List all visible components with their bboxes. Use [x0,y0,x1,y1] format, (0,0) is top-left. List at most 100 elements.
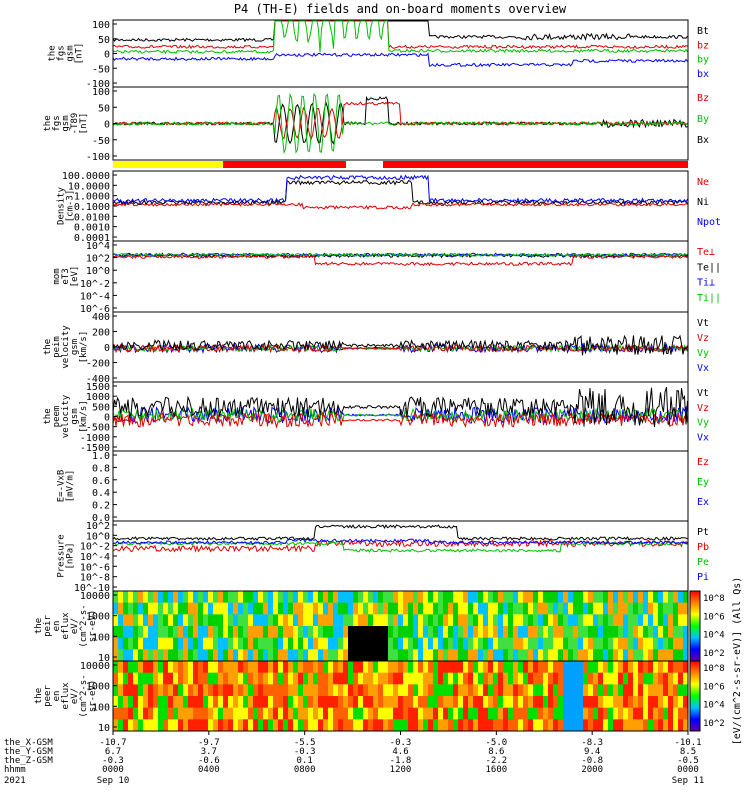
spec-cell [438,637,443,650]
spec-cell [528,672,533,685]
y-label-line: mom [52,268,62,284]
spec-cell [683,661,688,674]
spec-cell [313,614,318,627]
spec-cell [443,637,448,650]
spec-cell [458,637,463,650]
spec-cell [608,672,613,685]
spec-cell [203,684,208,697]
spec-cell [293,696,298,709]
y-tick-label: 500 [92,402,110,413]
spec-cell [603,661,608,674]
spec-cell [318,661,323,674]
colorbar-tick: 10^8 [703,594,725,604]
y-tick-label: 100 [92,632,110,643]
spec-cell [428,672,433,685]
spec-cell [528,696,533,709]
spec-cell [248,591,253,604]
spec-cell [248,649,253,662]
spec-cell [558,672,563,685]
y-label-line: velocity [61,325,71,369]
spec-cell [408,626,413,639]
spec-cell [403,696,408,709]
spec-cell [498,649,503,662]
spec-cell [513,672,518,685]
spec-cell [133,649,138,662]
spec-cell [543,637,548,650]
spec-cell [213,719,218,732]
spec-cell [468,602,473,615]
y-tick-label: 1000 [86,682,110,693]
y-tick-label: 1000 [86,612,110,623]
x-gsm-value: -5.5 [294,738,316,748]
spec-cell [613,591,618,604]
spec-cell [593,591,598,604]
spec-cell [463,602,468,615]
spec-cell [598,637,603,650]
spec-cell [198,637,203,650]
spec-cell [368,591,373,604]
spec-cell [198,591,203,604]
spec-cell [318,696,323,709]
spec-cell [193,626,198,639]
spec-cell [348,637,353,650]
spec-cell [453,591,458,604]
y-label-line: the [34,618,44,634]
spec-cell [653,614,658,627]
spec-cell [518,696,523,709]
spec-cell [508,602,513,615]
legend-entry: Ti|| [697,293,721,304]
spec-cell [628,719,633,732]
spec-cell [423,684,428,697]
spec-cell [538,614,543,627]
spec-cell [328,637,333,650]
spec-cell [663,684,668,697]
spec-cell [363,614,368,627]
spec-cell [648,626,653,639]
spec-cell [553,591,558,604]
y-label-line: eT3 [61,268,71,284]
spec-cell [403,672,408,685]
spec-cell [523,719,528,732]
spec-cell [653,649,658,662]
spec-cell [168,626,173,639]
y-label: mom eT3 [eV] [52,266,80,288]
spec-cell [153,696,158,709]
spec-cell [613,719,618,732]
spec-cell [193,719,198,732]
spec-cell [128,614,133,627]
spec-cell [248,637,253,650]
spec-cell [223,684,228,697]
spec-cell [438,672,443,685]
spec-cell [683,707,688,720]
y-label-line: [eV] [70,266,80,288]
spec-cell [643,602,648,615]
spec-cell [503,707,508,720]
spec-cell [208,602,213,615]
spec-cell [373,614,378,627]
spec-cell [513,649,518,662]
spec-cell [343,707,348,720]
y-tick-label: -1000 [80,433,110,444]
spec-cell [573,602,578,615]
spec-cell [648,661,653,674]
spec-cell [253,637,258,650]
y-tick-label: 10^-4 [80,552,110,563]
spec-cell [253,672,258,685]
spec-cell [413,591,418,604]
y-tick-label: -500 [86,423,110,434]
spec-cell [383,661,388,674]
spec-cell [208,637,213,650]
spec-cell [558,637,563,650]
spec-cell [638,719,643,732]
spec-cell [148,672,153,685]
spec-cell [453,719,458,732]
spec-cell [623,626,628,639]
spec-cell [398,696,403,709]
spec-cell [453,614,458,627]
spec-cell [228,649,233,662]
spec-cell [463,649,468,662]
spec-cell [498,591,503,604]
spec-cell [343,649,348,662]
spec-cell [258,602,263,615]
spec-cell [283,719,288,732]
